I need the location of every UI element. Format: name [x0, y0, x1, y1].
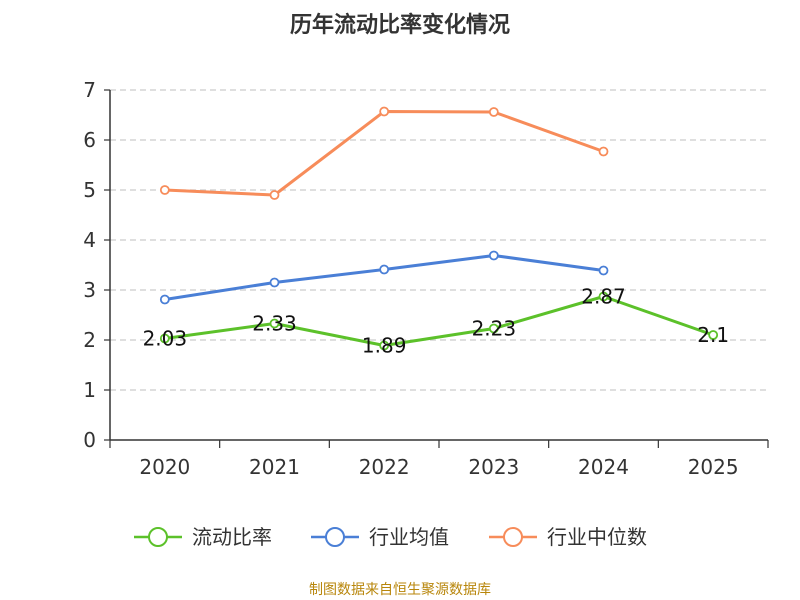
y-tick-label-4: 4 — [83, 228, 96, 252]
series-line-流动比率 — [164, 295, 714, 347]
legend-label-行业均值: 行业均值 — [369, 525, 449, 549]
data-label-2023: 2.23 — [472, 317, 517, 341]
x-tick-label-2021: 2021 — [249, 455, 300, 479]
grid-lines — [110, 89, 768, 391]
y-tick-label-2: 2 — [83, 328, 96, 352]
x-tick-label-2024: 2024 — [578, 455, 629, 479]
point-行业均值-2022 — [379, 264, 390, 275]
data-labels: 2.03 2.33 1.89 2.23 2.87 2.1 — [143, 285, 730, 358]
x-tick-label-2025: 2025 — [688, 455, 739, 479]
point-流动比率-2022 — [379, 340, 390, 351]
y-tick-label-1: 1 — [83, 378, 96, 402]
series-group — [159, 106, 719, 351]
point-流动比率-2020 — [159, 333, 170, 344]
y-tick-label-6: 6 — [83, 128, 96, 152]
chart-title: 历年流动比率变化情况 — [290, 12, 510, 38]
point-流动比率-2023 — [488, 323, 499, 334]
legend-marker-行业中位数 — [503, 527, 523, 547]
point-行业中位数-2022 — [379, 106, 390, 117]
source-note: 制图数据来自恒生聚源数据库 — [309, 582, 491, 598]
point-行业中位数-2023 — [488, 107, 499, 117]
point-流动比率-2025 — [708, 330, 719, 340]
data-label-2024: 2.87 — [581, 285, 626, 309]
point-行业中位数-2020 — [159, 185, 170, 195]
y-tick-label-0: 0 — [83, 428, 96, 452]
y-tick-label-7: 7 — [83, 78, 96, 102]
x-tick-label-2023: 2023 — [468, 455, 519, 479]
legend-marker-流动比率 — [148, 527, 168, 547]
point-行业均值-2024 — [598, 265, 609, 276]
legend: 流动比率 行业均值 行业中位数 — [134, 525, 647, 549]
point-流动比率-2021 — [269, 318, 280, 329]
y-tick-label-5: 5 — [83, 178, 96, 202]
point-行业均值-2023 — [488, 250, 499, 261]
series-line-行业均值 — [164, 254, 604, 301]
point-行业均值-2020 — [159, 294, 170, 305]
data-label-2020: 2.03 — [143, 327, 188, 351]
axes: 0 1 2 3 4 5 6 7 2020 2021 2022 2023 2024 2025 — [83, 78, 769, 479]
y-tick-label-3: 3 — [83, 278, 96, 302]
x-tick-label-2022: 2022 — [359, 455, 410, 479]
data-label-2021: 2.33 — [252, 312, 297, 336]
legend-marker-行业均值 — [325, 527, 345, 547]
point-行业中位数-2024 — [598, 146, 609, 157]
legend-label-流动比率: 流动比率 — [192, 525, 272, 549]
series-line-行业中位数 — [164, 110, 605, 197]
data-label-2025: 2.1 — [697, 323, 729, 347]
legend-label-行业中位数: 行业中位数 — [547, 525, 647, 549]
point-行业均值-2021 — [269, 277, 280, 288]
x-tick-label-2020: 2020 — [139, 455, 190, 479]
point-流动比率-2024 — [598, 291, 609, 302]
data-label-2022: 1.89 — [362, 334, 407, 358]
point-行业中位数-2021 — [269, 190, 280, 200]
